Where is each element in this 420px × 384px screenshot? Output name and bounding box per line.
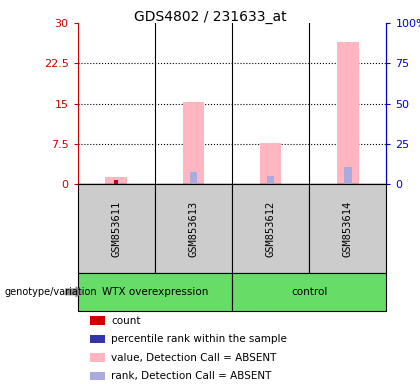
Bar xyxy=(232,184,309,273)
Text: WTX overexpression: WTX overexpression xyxy=(102,287,208,297)
Bar xyxy=(105,177,127,184)
Text: count: count xyxy=(111,316,141,326)
Bar xyxy=(113,183,120,184)
Text: rank, Detection Call = ABSENT: rank, Detection Call = ABSENT xyxy=(111,371,272,381)
Bar xyxy=(260,143,281,184)
Text: GSM853614: GSM853614 xyxy=(343,200,353,257)
Bar xyxy=(344,167,352,184)
Bar xyxy=(309,184,386,273)
Bar xyxy=(267,176,275,184)
Bar xyxy=(114,180,118,184)
Text: genotype/variation: genotype/variation xyxy=(4,287,97,297)
Bar xyxy=(78,184,155,273)
Text: control: control xyxy=(291,287,328,297)
Bar xyxy=(232,273,386,311)
Bar xyxy=(183,102,204,184)
Text: GDS4802 / 231633_at: GDS4802 / 231633_at xyxy=(134,10,286,23)
Text: GSM853612: GSM853612 xyxy=(265,200,276,257)
Text: value, Detection Call = ABSENT: value, Detection Call = ABSENT xyxy=(111,353,277,362)
Bar xyxy=(189,172,197,184)
Text: GSM853611: GSM853611 xyxy=(111,200,121,257)
Text: percentile rank within the sample: percentile rank within the sample xyxy=(111,334,287,344)
Bar xyxy=(337,42,359,184)
Bar xyxy=(78,273,232,311)
Text: GSM853613: GSM853613 xyxy=(189,200,199,257)
Bar xyxy=(155,184,232,273)
